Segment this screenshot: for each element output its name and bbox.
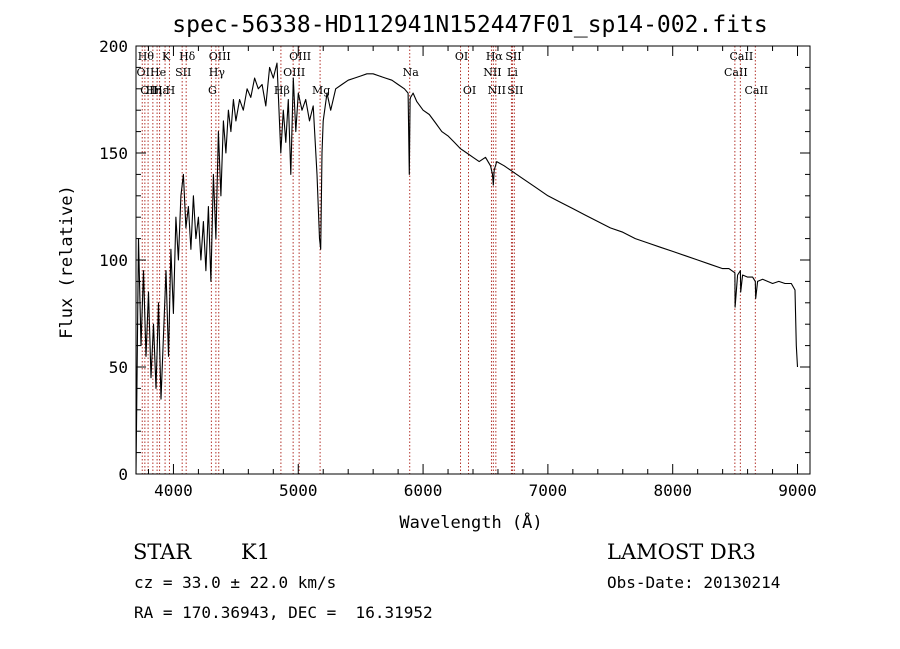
line-id-label: Mg — [312, 84, 330, 97]
line-id-label: SII — [507, 84, 523, 97]
line-id-label: Li — [507, 66, 518, 79]
line-id-label: Hα — [486, 50, 504, 63]
line-id-label: CaII — [730, 50, 754, 63]
y-tick-label: 0 — [118, 465, 128, 484]
x-axis-ticks: 4000 5000 6000 7000 8000 9000 — [147, 46, 817, 500]
line-id-label: OIII — [289, 50, 311, 63]
chart-title: spec-56338-HD112941N152447F01_sp14-002.f… — [172, 12, 767, 38]
line-id-label: CaII — [744, 84, 768, 97]
line-id-label: SII — [505, 50, 521, 63]
line-id-label: OIII — [209, 50, 231, 63]
x-tick-label: 8000 — [653, 481, 692, 500]
line-id-label: NII — [488, 84, 506, 97]
line-id-label: OI — [137, 66, 150, 79]
line-id-label: K — [162, 50, 171, 63]
object-class: STAR — [133, 540, 192, 564]
line-id-label: Hε — [153, 84, 169, 97]
spectrum-line — [135, 62, 799, 475]
y-axis-label: Flux (relative) — [57, 185, 77, 339]
line-id-label: Hη — [146, 84, 162, 97]
line-id-label: Hγ — [209, 66, 226, 79]
plot-frame — [135, 45, 811, 475]
line-id-label: Hδ — [179, 50, 196, 63]
line-id-label: NII — [483, 66, 501, 79]
x-tick-label: 4000 — [154, 481, 193, 500]
y-tick-label: 200 — [99, 37, 128, 56]
line-id-label: G — [208, 84, 217, 97]
line-id-label: Hβ — [274, 84, 290, 97]
observation-date: Obs-Date: 20130214 — [607, 573, 781, 592]
y-axis-ticks: 0 50 100 150 200 — [99, 37, 810, 484]
x-tick-label: 5000 — [279, 481, 318, 500]
line-id-label: He — [150, 66, 166, 79]
line-id-label: Hθ — [138, 50, 155, 63]
line-id-label: SII — [175, 66, 191, 79]
y-tick-label: 100 — [99, 251, 128, 270]
survey-name: LAMOST DR3 — [607, 540, 756, 564]
x-axis-label: Wavelength (Å) — [399, 511, 542, 533]
line-id-label: H — [166, 84, 176, 97]
y-tick-label: 150 — [99, 144, 128, 163]
object-subclass: K1 — [241, 540, 271, 564]
x-tick-label: 9000 — [778, 481, 817, 500]
line-id-label: CaII — [724, 66, 748, 79]
line-id-label: OII — [140, 84, 158, 97]
line-id-label: OI — [455, 50, 468, 63]
line-id-label: OI — [463, 84, 476, 97]
line-id-label: Na — [403, 66, 420, 79]
redshift-readout: cz = 33.0 ± 22.0 km/s — [134, 573, 337, 592]
x-tick-label: 7000 — [529, 481, 568, 500]
coordinates-readout: RA = 170.36943, DEC = 16.31952 — [134, 603, 433, 622]
x-tick-label: 6000 — [404, 481, 443, 500]
line-id-label: OIII — [283, 66, 305, 79]
y-tick-label: 50 — [109, 358, 128, 377]
